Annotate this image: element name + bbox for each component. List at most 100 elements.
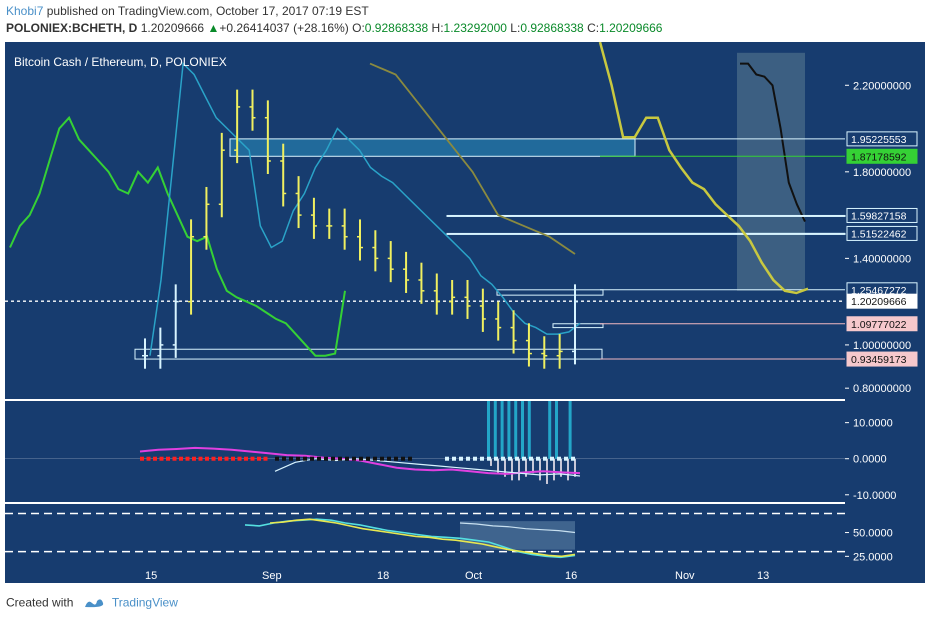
hist-red-dot-10 bbox=[198, 456, 203, 461]
osc-tick-label-2: 25.0000 bbox=[853, 551, 893, 563]
hist-black-dot-19 bbox=[401, 456, 405, 461]
panel-backgrounds bbox=[5, 42, 925, 583]
hist-white-dot-16 bbox=[550, 456, 554, 461]
hist-red-dot-3 bbox=[153, 456, 157, 461]
hist-tick-label-2: 0.0000 bbox=[853, 454, 887, 466]
close-value: 1.20209666 bbox=[599, 21, 663, 35]
time-label-4: Oct bbox=[465, 570, 482, 582]
osc-tick-label-1: 50.0000 bbox=[853, 528, 893, 540]
indicator-line-2 bbox=[149, 61, 581, 356]
time-label-6: Nov bbox=[675, 570, 695, 582]
cloud-band bbox=[737, 52, 805, 291]
change-value: +0.26414037 (+28.16%) bbox=[219, 21, 349, 35]
hist-red-dot-5 bbox=[166, 456, 170, 461]
hist-black-dot-9 bbox=[331, 456, 335, 461]
hist-black-dot-2 bbox=[282, 456, 286, 461]
hist-white-dot-7 bbox=[487, 456, 491, 461]
hist-white-dot-17 bbox=[557, 456, 561, 461]
close-label: C: bbox=[587, 21, 600, 35]
hist-red-dot-7 bbox=[179, 456, 183, 461]
hist-bar-down-6 bbox=[525, 458, 527, 477]
price-label-6: 1.20209666 bbox=[851, 296, 907, 308]
price-label-1: 1.95225553 bbox=[851, 134, 907, 146]
hist-white-dot-15 bbox=[543, 456, 547, 461]
hist-black-dot-12 bbox=[352, 456, 356, 461]
price-tick-label-1: 2.20000000 bbox=[853, 80, 911, 92]
symbol-label: POLONIEX:BCHETH, D bbox=[6, 21, 138, 35]
published-text: published on TradingView.com, October 17… bbox=[46, 4, 369, 18]
change-arrow-icon: ▲ bbox=[207, 21, 220, 35]
open-value: 0.92868338 bbox=[364, 21, 429, 35]
hist-bar-up-4 bbox=[507, 401, 511, 459]
tradingview-logo-icon bbox=[83, 595, 105, 612]
hist-black-dot-16 bbox=[380, 456, 384, 461]
osc-line-band bbox=[459, 522, 576, 534]
hist-bar-down-1 bbox=[490, 458, 492, 466]
price-label-box-4 bbox=[846, 225, 918, 241]
hist-white-dot-5 bbox=[473, 456, 477, 461]
hist-red-dot-12 bbox=[211, 456, 216, 461]
hist-black-dot-18 bbox=[394, 456, 398, 461]
hist-tick-label-3: -10.0000 bbox=[853, 490, 896, 502]
author-link[interactable]: Khobi7 bbox=[6, 4, 44, 18]
zone-rect-6 bbox=[134, 348, 603, 360]
low-value: 0.92868338 bbox=[520, 21, 584, 35]
hist-bar-up-3 bbox=[500, 401, 504, 459]
hist-black-dot-10 bbox=[338, 456, 342, 461]
hist-white-dot-9 bbox=[501, 456, 505, 461]
time-label-1: 15 bbox=[145, 570, 157, 582]
chart-title: Bitcoin Cash / Ethereum, D, POLONIEX bbox=[14, 55, 227, 69]
high-value: 1.23292000 bbox=[443, 21, 507, 35]
high-label: H: bbox=[431, 21, 444, 35]
hist-red-dot-6 bbox=[172, 456, 177, 461]
indicator-line-4 bbox=[598, 42, 809, 295]
hist-black-dot-17 bbox=[387, 456, 391, 461]
hist-white-dot-6 bbox=[480, 456, 484, 461]
hist-bar-up-2 bbox=[493, 401, 497, 459]
osc-band bbox=[460, 521, 575, 550]
hist-black-dot-3 bbox=[289, 456, 293, 461]
price-axis: 2.20000000 1.80000000 1.40000000 1.00000000… bbox=[845, 80, 918, 563]
hist-red-dot-17 bbox=[244, 456, 248, 461]
chart-area[interactable]: 2.20000000 1.80000000 1.40000000 1.00000000… bbox=[0, 42, 925, 583]
time-label-3: 18 bbox=[377, 570, 389, 582]
hist-bar-up-6 bbox=[521, 401, 524, 459]
open-label: O: bbox=[352, 21, 365, 35]
time-label-7: 13 bbox=[757, 570, 769, 582]
hist-red-dot-14 bbox=[224, 456, 229, 461]
hist-bar-down-5 bbox=[518, 458, 520, 481]
hist-red-dot-8 bbox=[185, 456, 190, 461]
hist-white-dot-10 bbox=[508, 456, 512, 461]
zone-rect-4 bbox=[496, 289, 604, 296]
hist-white-dot-2 bbox=[452, 456, 456, 461]
tradingview-link[interactable]: TradingView bbox=[111, 595, 178, 610]
indicator-line-3 bbox=[369, 62, 576, 255]
price-tick-label-3: 1.40000000 bbox=[853, 253, 911, 265]
hist-bar-down-3 bbox=[504, 458, 506, 477]
hist-black-dot-8 bbox=[324, 456, 328, 461]
hist-bar-up-1 bbox=[487, 401, 490, 459]
price-label-7: 1.09777022 bbox=[851, 319, 907, 331]
indicator-lines bbox=[9, 42, 809, 357]
hist-white-dot-14 bbox=[536, 456, 540, 461]
histogram-bars bbox=[5, 401, 845, 484]
hist-bar-down-8 bbox=[539, 458, 541, 481]
time-axis-bg bbox=[5, 563, 925, 583]
hist-black-dot-5 bbox=[303, 456, 307, 461]
price-tick-label-2: 1.80000000 bbox=[853, 167, 911, 179]
price-label-3: 1.59827158 bbox=[851, 210, 907, 222]
hist-white-dot-4 bbox=[466, 456, 470, 461]
support-resistance-zones bbox=[5, 138, 846, 360]
histogram-panel-bg bbox=[5, 401, 845, 502]
hist-white-dot-19 bbox=[571, 456, 575, 461]
hist-white-dot-18 bbox=[564, 456, 568, 461]
hist-white-dot-12 bbox=[522, 456, 526, 461]
price-label-4: 1.51522462 bbox=[851, 228, 907, 240]
hist-bar-up-10 bbox=[548, 401, 552, 459]
hist-bar-down-10 bbox=[553, 458, 555, 481]
created-with-text: Created with bbox=[6, 595, 74, 610]
price-panel-bg bbox=[5, 42, 845, 399]
last-price: 1.20209666 bbox=[140, 21, 205, 35]
hist-bar-down-12 bbox=[567, 458, 569, 481]
time-label-2: Sep bbox=[262, 570, 282, 582]
